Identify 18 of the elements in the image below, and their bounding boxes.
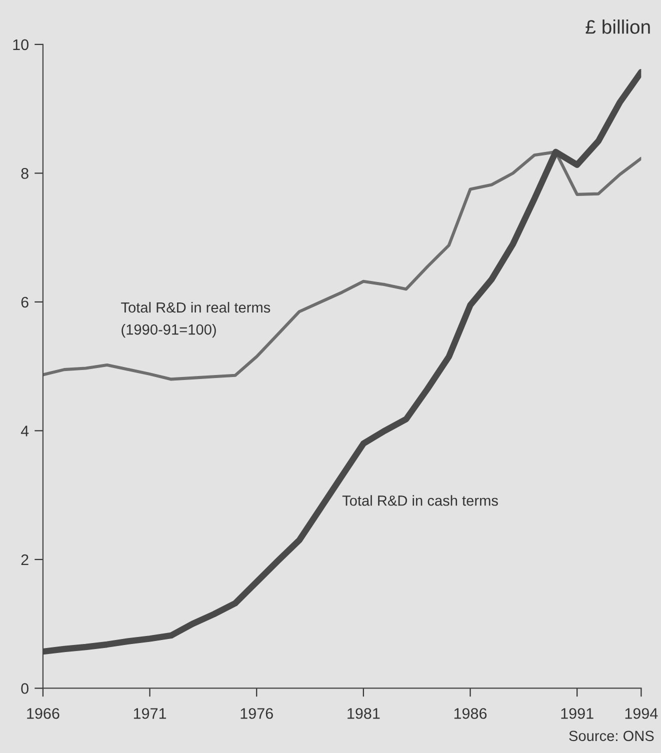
x-tick-label: 1981 <box>348 708 380 719</box>
series-label: Total R&D in cash terms <box>342 495 498 506</box>
source-note: Source: ONS <box>569 730 654 742</box>
x-tick-label: 1966 <box>27 708 60 719</box>
x-tick-label: 1971 <box>134 708 166 719</box>
y-tick-label: 2 <box>21 554 28 566</box>
x-tick-label: 1976 <box>240 708 273 719</box>
x-tick-label: 1986 <box>454 708 487 719</box>
y-tick-label: 8 <box>21 168 28 179</box>
y-tick-label: 0 <box>21 683 28 694</box>
y-axis-title: £ billion <box>586 20 650 34</box>
line-series <box>42 150 642 381</box>
y-tick-label: 4 <box>20 426 29 436</box>
x-tick-label: 1991 <box>561 708 594 719</box>
y-tick-label: 6 <box>21 296 28 308</box>
y-tick-label: 10 <box>13 39 28 50</box>
x-tick-label: 1994 <box>625 708 658 719</box>
series-label: Total R&D in real terms (1990-91=100) <box>121 302 270 338</box>
